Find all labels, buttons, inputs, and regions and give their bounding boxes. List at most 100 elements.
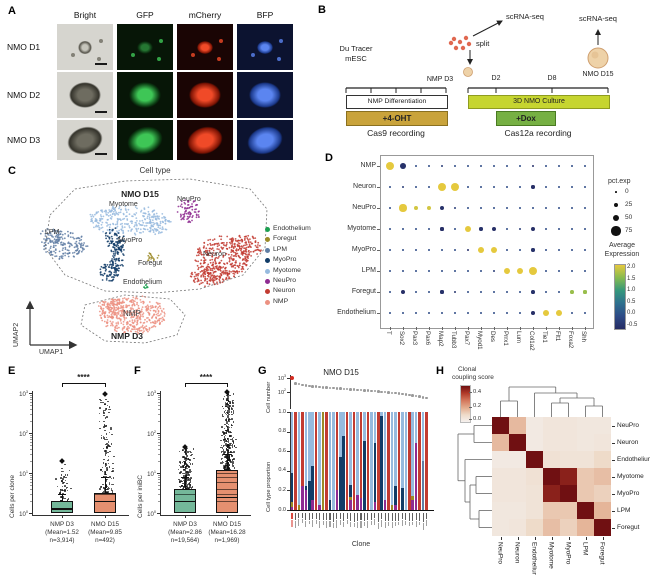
split-arrow-up [472, 20, 503, 37]
umap-cell-dot [71, 244, 73, 247]
sig-bracket-end [185, 383, 186, 387]
umap-cell-dot [206, 282, 209, 285]
clone-tick-label-smudge [291, 520, 293, 527]
satellite-dot [251, 53, 255, 57]
y-minor-tick [158, 408, 160, 410]
umap-cell-dot [197, 279, 200, 282]
y-minor-tick [30, 405, 32, 406]
umap-cell-dot [153, 313, 156, 316]
umap-cell-dot [94, 220, 97, 223]
jitter-point [183, 460, 185, 462]
panel-c-label: C [8, 165, 16, 177]
jitter-point [107, 408, 109, 411]
umap-cell-dot [187, 211, 190, 214]
umap-cell-dot [112, 212, 114, 215]
panel-a-label: A [8, 5, 16, 17]
umap-cell-dot [118, 207, 120, 210]
umap-cell-dot [148, 256, 151, 258]
umap-cell-dot [158, 215, 160, 218]
umap-cell-dot [128, 320, 131, 322]
clone-tick-label-smudge [398, 522, 400, 526]
umap-cell-dot [140, 308, 143, 311]
umap-cell-dot [244, 235, 247, 238]
umap-cell-dot [143, 301, 145, 304]
umap-cell-dot [97, 305, 100, 307]
umap-cell-dot [89, 213, 92, 216]
heatmap-cell [509, 502, 526, 519]
umap-cell-dot [152, 215, 155, 217]
outlier-diamond [59, 458, 65, 464]
umap-cell-dot [122, 305, 125, 307]
umap-cell-dot [218, 268, 220, 271]
umap-cell-dot [144, 318, 146, 321]
umap-cell-dot [147, 206, 150, 209]
y-tick-label: 103 [19, 389, 28, 398]
umap-cell-dot [123, 223, 126, 225]
umap-cell-dot [234, 238, 237, 240]
jitter-point [111, 433, 113, 436]
clone-tick-label-smudge [360, 521, 362, 528]
umap-cell-dot [226, 262, 229, 265]
umap-cell-dot [200, 259, 203, 261]
jitter-point [107, 462, 110, 465]
umap-cell-dot [197, 254, 200, 257]
umap-cell-dot [61, 249, 64, 251]
clone-tick-label-smudge [294, 513, 297, 521]
cell-number-point [301, 383, 304, 387]
jitter-point [185, 465, 187, 467]
umap-cell-dot [105, 212, 107, 214]
umap-cell-dot [105, 277, 108, 280]
umap-cell-dot [247, 238, 249, 241]
y-minor-tick [158, 461, 160, 462]
umap-cell-dot [113, 246, 116, 249]
cell-line-label-2: mESC [345, 54, 367, 63]
umap-cell-dot [229, 238, 232, 241]
umap-cell-dot [92, 215, 95, 218]
prop-tick-label: 0.2 [278, 486, 286, 493]
heatmap-col-tick [534, 537, 536, 540]
umap-cell-dot [202, 273, 204, 276]
umap-cell-dot [146, 285, 149, 288]
bar-segment-neupro [349, 500, 352, 510]
y-minor-tick [30, 481, 32, 483]
umap-cell-dot [73, 246, 76, 249]
umap-cell-dot [203, 279, 206, 282]
satellite-dot [279, 39, 283, 43]
umap-cell-dot [207, 253, 210, 255]
umap-cell-dot [120, 302, 123, 305]
bar-segment-myotome [349, 412, 352, 485]
umap-cell-dot [204, 277, 207, 280]
umap-cell-dot [67, 230, 69, 233]
umap-cell-dot [115, 248, 118, 251]
box-count-line [217, 493, 237, 495]
umap-cell-dot [225, 266, 227, 269]
clone-tick-label-smudge [360, 513, 362, 521]
umap-cell-dot [222, 270, 225, 272]
cell-number-point [352, 388, 356, 391]
nmo-culture-box: 3D NMO Culture [468, 95, 610, 109]
prop-tick-label: 0.4 [278, 467, 286, 474]
bar-segment-myotome [394, 412, 397, 486]
clone-tick-label-smudge [398, 513, 400, 521]
heatmap-row-label: MyoPro [617, 489, 640, 497]
x-tick [227, 515, 228, 518]
jitter-point [228, 411, 230, 413]
clone-tick-label-smudge [377, 513, 379, 522]
umap-cell-dot [203, 272, 206, 274]
bar-segment-foregut [390, 505, 394, 510]
umap-cell-dot [119, 307, 122, 309]
umap-cell-dot [136, 303, 138, 306]
mesc-cell-dot [457, 39, 463, 45]
jitter-point [222, 398, 225, 400]
box [94, 492, 116, 513]
umap-cell-dot [154, 325, 157, 328]
umap-cell-dot [48, 237, 51, 240]
clone-tick-label-smudge [353, 522, 355, 527]
umap-cell-dot [106, 240, 109, 243]
umap-cell-dot [238, 270, 241, 273]
umap-cell-dot [112, 250, 115, 253]
umap-cell-dot [161, 228, 164, 230]
heatmap-cell [509, 485, 526, 502]
jitter-point [230, 461, 232, 463]
umap-cell-dot [115, 306, 118, 309]
